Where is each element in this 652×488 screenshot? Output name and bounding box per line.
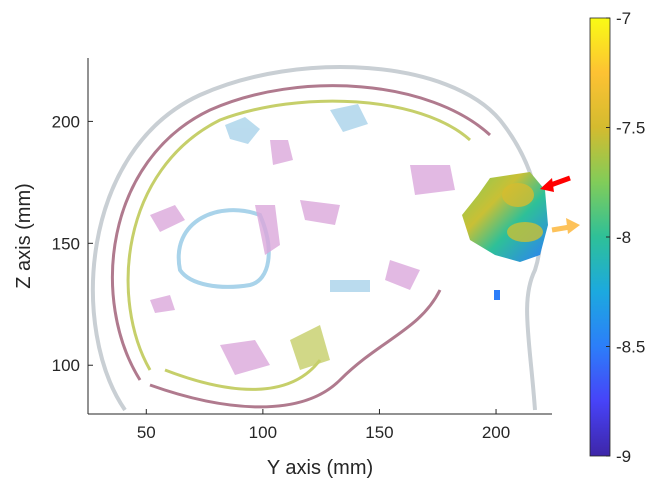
tissue-patches <box>150 104 455 375</box>
y-tick-label: 200 <box>52 112 80 131</box>
y-tick-label: 150 <box>52 234 80 253</box>
colorbar-tick-label: -7.5 <box>616 119 645 138</box>
colorbar-tick-label: -9 <box>616 447 631 466</box>
colorbar-tick-label: -8 <box>616 228 631 247</box>
x-tick-label: 150 <box>365 423 393 442</box>
activation-blob <box>462 172 548 300</box>
x-tick-label: 100 <box>249 423 277 442</box>
y-axis-label: Z axis (mm) <box>13 183 35 289</box>
colorbar-tick-label: -7 <box>616 9 631 28</box>
y-tick-label: 100 <box>52 356 80 375</box>
x-axis-label: Y axis (mm) <box>267 457 373 479</box>
x-tick-label: 50 <box>137 423 156 442</box>
arrows <box>540 175 580 234</box>
colorbar-tick-label: -8.5 <box>616 338 645 357</box>
x-tick-label: 200 <box>482 423 510 442</box>
